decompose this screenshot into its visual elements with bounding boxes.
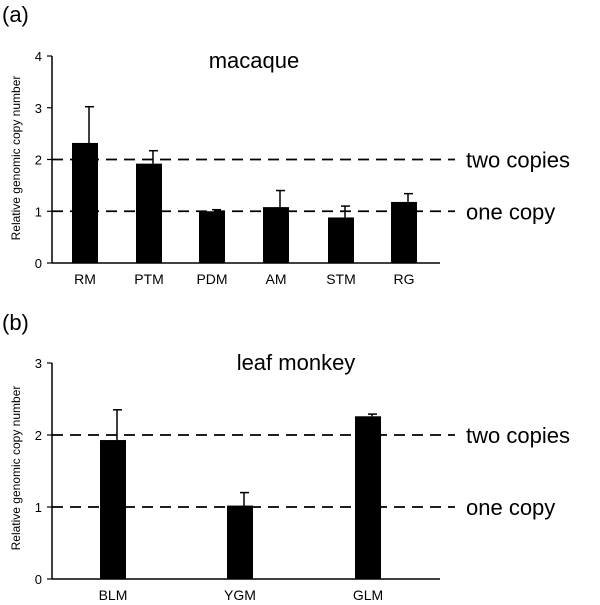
bar-am bbox=[263, 207, 289, 263]
reference-line-label: one copy bbox=[466, 199, 555, 224]
category-label: BLM bbox=[99, 587, 128, 603]
reference-line-label: two copies bbox=[466, 423, 570, 448]
panel-label: (b) bbox=[2, 310, 29, 335]
category-label: PDM bbox=[196, 271, 227, 287]
y-tick-label: 2 bbox=[35, 428, 42, 443]
bar-glm bbox=[355, 416, 381, 579]
chart-panel-a: (a) macaque Relative genomic copy number… bbox=[2, 2, 570, 287]
category-label: GLM bbox=[353, 587, 383, 603]
y-tick-label: 2 bbox=[35, 153, 42, 168]
bar-rg bbox=[391, 201, 417, 263]
y-tick-label: 0 bbox=[35, 572, 42, 587]
y-tick-label: 3 bbox=[35, 101, 42, 116]
y-tick-label: 0 bbox=[35, 256, 42, 271]
panel-label: (a) bbox=[2, 2, 29, 27]
category-label: STM bbox=[326, 271, 356, 287]
category-label: AM bbox=[266, 271, 287, 287]
y-tick-label: 1 bbox=[35, 204, 42, 219]
y-axis-label: Relative genomic copy number bbox=[9, 386, 23, 551]
reference-line-label: two copies bbox=[466, 148, 570, 173]
bar-ygm bbox=[227, 505, 253, 579]
chart-title: macaque bbox=[209, 48, 300, 73]
category-label: PTM bbox=[134, 271, 164, 287]
category-label: YGM bbox=[224, 587, 256, 603]
y-axis-label: Relative genomic copy number bbox=[9, 76, 23, 241]
reference-line-label: one copy bbox=[466, 495, 555, 520]
category-label: RG bbox=[394, 271, 415, 287]
chart-panel-b: (b) leaf monkey Relative genomic copy nu… bbox=[2, 310, 570, 603]
y-tick-label: 3 bbox=[35, 356, 42, 371]
bar-rm bbox=[72, 142, 98, 263]
category-label: RM bbox=[74, 271, 96, 287]
bar-pdm bbox=[199, 211, 225, 263]
y-tick-label: 1 bbox=[35, 500, 42, 515]
bar-stm bbox=[328, 217, 354, 263]
bar-blm bbox=[100, 440, 126, 579]
chart-title: leaf monkey bbox=[237, 350, 356, 375]
bar-ptm bbox=[136, 163, 162, 263]
y-tick-label: 4 bbox=[35, 49, 42, 64]
